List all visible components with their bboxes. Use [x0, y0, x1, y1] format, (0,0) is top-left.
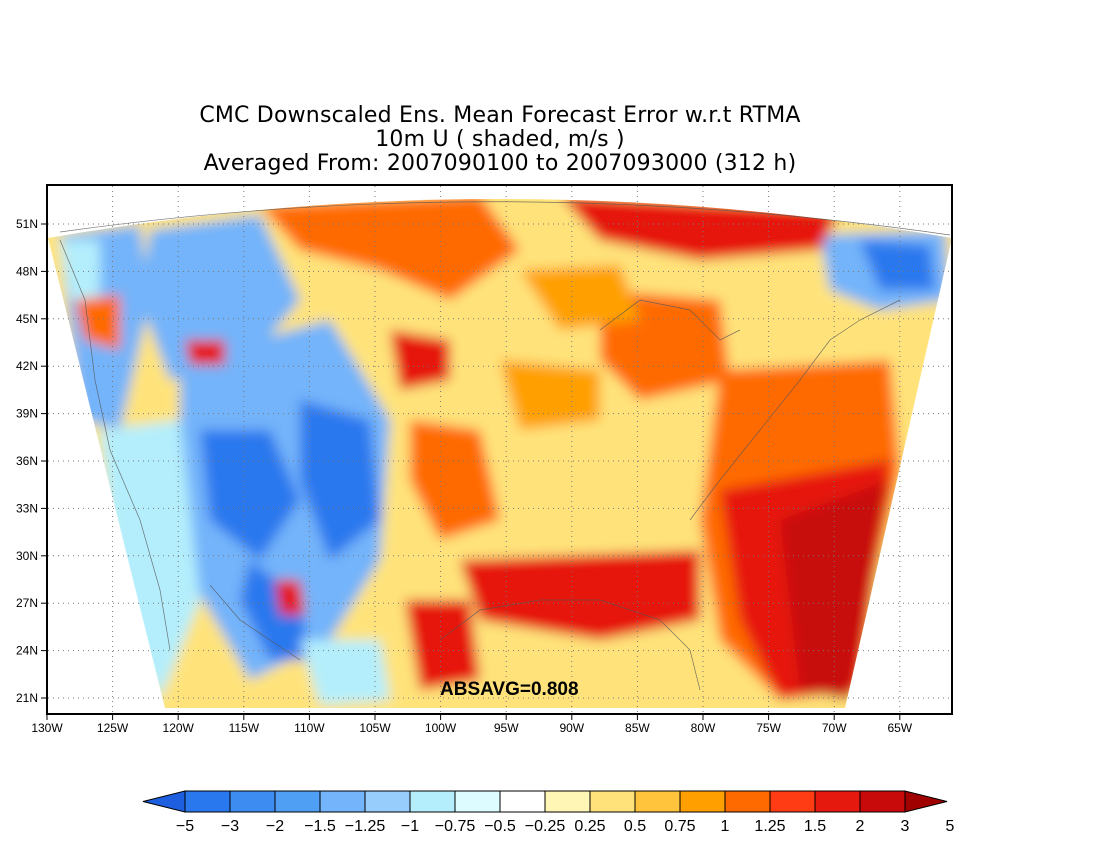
map-frame [46, 184, 953, 715]
coastline-2 [439, 599, 701, 691]
lat-lon-grid [48, 186, 951, 713]
coastline-outlines [59, 201, 951, 691]
colorbar-label: −5 [176, 818, 194, 835]
field-region-3 [200, 430, 300, 560]
field-region-24 [500, 360, 600, 430]
colorbar-high-arrow [904, 790, 948, 813]
lat-label: 30N [16, 549, 38, 563]
coastline-3 [689, 299, 901, 521]
lon-label: 80W [691, 721, 716, 735]
latitude-labels: 51N 48N 45N 42N 39N 36N 33N 30N 27N 24N 21N [16, 217, 47, 705]
colorbar-label: −0.75 [435, 818, 476, 835]
coastline-4 [599, 299, 741, 341]
colorbar-label: −2 [266, 818, 284, 835]
lat-label: 51N [16, 217, 38, 231]
colorbar-swatch [724, 790, 771, 813]
lon-label: 120W [163, 721, 195, 735]
colorbar-label: 1.25 [754, 818, 785, 835]
lat-label: 24N [16, 644, 38, 658]
field-region-23 [275, 580, 305, 615]
field-region-25 [520, 265, 640, 330]
colorbar-label: 0.5 [624, 818, 646, 835]
field-region-20 [780, 480, 890, 700]
colorbar-label: −1.5 [304, 818, 336, 835]
absavg-label: ABSAVG=0.808 [440, 679, 579, 700]
colorbar-label: 1.5 [804, 818, 826, 835]
colorbar-swatch [859, 790, 906, 813]
colorbar-label: 3 [901, 818, 910, 835]
colorbar-label: −0.5 [484, 818, 516, 835]
lat-label: 33N [16, 501, 38, 515]
lat-label: 42N [16, 359, 38, 373]
colorbar-label: 0.25 [574, 818, 605, 835]
colorbar-label: 1 [721, 818, 730, 835]
colorbar-swatch [319, 790, 366, 813]
lon-label: 110W [294, 721, 325, 735]
coastline-0 [59, 239, 171, 651]
title-line-2: 10m U ( shaded, m/s ) [375, 127, 625, 152]
colorbar-swatch [814, 790, 861, 813]
colorbar-swatch [679, 790, 726, 813]
field-region-10 [300, 640, 390, 705]
colorbar-labels: −5 −3 −2 −1.5 −1.25 −1 −0.75 −0.5 −0.25 0.25 0.5 0.… [176, 818, 955, 835]
lat-label: 21N [16, 691, 38, 705]
shaded-field [48, 199, 952, 708]
colorbar-swatch [274, 790, 321, 813]
field-region-17 [405, 600, 480, 690]
field-region-5 [300, 400, 380, 560]
colorbar-swatch [184, 790, 231, 813]
field-region-15 [410, 420, 500, 540]
lat-label: 39N [16, 407, 38, 421]
colorbar-swatch [229, 790, 276, 813]
lat-label: 45N [16, 312, 38, 326]
colorbar-swatch [364, 790, 411, 813]
title-line-1: CMC Downscaled Ens. Mean Forecast Error … [199, 103, 801, 128]
title-line-3: Averaged From: 2007090100 to 2007093000 … [203, 151, 797, 176]
longitude-labels: 130W 125W 120W 115W 110W 105W 100W 95W 90W 85W 80W… [31, 714, 913, 735]
colorbar-swatch [769, 790, 816, 813]
field-region-4 [240, 560, 310, 660]
colorbar-swatch [499, 790, 546, 813]
field-region-7 [60, 240, 100, 300]
colorbar-label: −1 [401, 818, 419, 835]
colorbar-swatch [544, 790, 591, 813]
colorbar-swatch [454, 790, 501, 813]
lon-label: 65W [887, 721, 912, 735]
colorbar-low-arrow [142, 790, 186, 813]
lon-label: 90W [559, 721, 584, 735]
lon-label: 115W [229, 721, 260, 735]
colorbar-label: −3 [221, 818, 239, 835]
coastline-5 [59, 201, 951, 236]
colorbar-label: 2 [856, 818, 865, 835]
field-region-13 [390, 330, 450, 390]
lon-label: 125W [97, 721, 129, 735]
colorbar-swatch [589, 790, 636, 813]
colorbar-label: 5 [946, 818, 955, 835]
field-region-22 [185, 340, 225, 365]
lat-label: 48N [16, 264, 38, 278]
colorbar [142, 790, 948, 813]
colorbar-swatch [409, 790, 456, 813]
lon-label: 75W [756, 721, 781, 735]
lon-label: 130W [31, 721, 63, 735]
lon-label: 95W [494, 721, 519, 735]
colorbar-swatch [634, 790, 681, 813]
lat-label: 27N [16, 596, 38, 610]
lon-label: 105W [359, 721, 391, 735]
coastline-1 [209, 584, 301, 661]
colorbar-label: 0.75 [664, 818, 695, 835]
lon-label: 100W [425, 721, 457, 735]
lon-label: 70W [822, 721, 847, 735]
colorbar-label: −1.25 [345, 818, 386, 835]
field-region-9 [860, 240, 935, 290]
field-region-11 [260, 199, 520, 300]
lon-label: 85W [625, 721, 650, 735]
lat-label: 36N [16, 454, 38, 468]
colorbar-label: −0.25 [525, 818, 566, 835]
field-region-16 [460, 550, 700, 640]
